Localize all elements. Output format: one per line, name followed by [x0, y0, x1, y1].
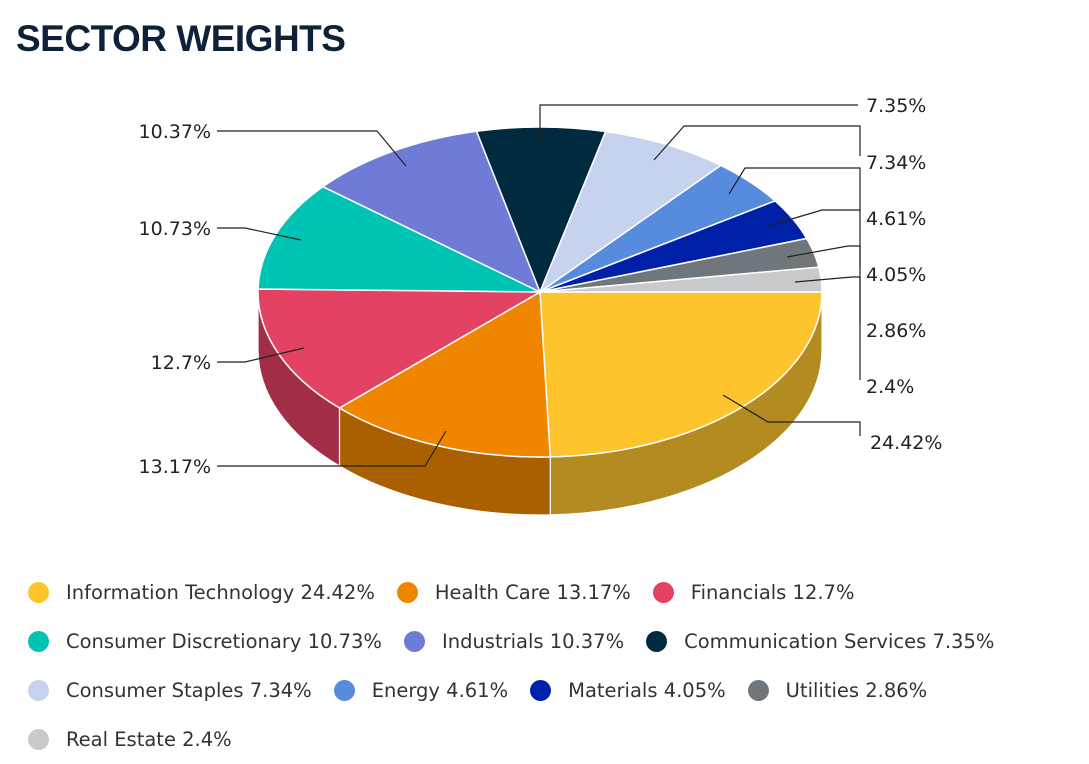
- leader-line-financials: [217, 347, 305, 363]
- leader-line-energy: [728, 167, 861, 212]
- page-title: SECTOR WEIGHTS: [16, 18, 346, 59]
- data-label-industrials: 10.37%: [139, 121, 211, 143]
- data-label-real-estate: 2.4%: [866, 376, 914, 398]
- legend-item-communication-services[interactable]: Communication Services 7.35%: [646, 630, 994, 653]
- legend-label: Communication Services 7.35%: [684, 630, 995, 653]
- leader-line-industrials: [217, 130, 407, 167]
- leader-line-communication-services: [539, 104, 858, 144]
- data-label-consumer-staples: 7.34%: [866, 152, 926, 174]
- legend-marker: [28, 729, 49, 750]
- legend-label: Utilities 2.86%: [785, 679, 928, 702]
- legend-item-health-care[interactable]: Health Care 13.17%: [396, 581, 631, 604]
- legend-row: Consumer Discretionary 10.73% Industrial…: [28, 617, 1078, 666]
- pie-slice-industrials[interactable]: [321, 130, 542, 294]
- leader-line-information-technology: [722, 394, 861, 436]
- legend-marker: [747, 680, 769, 701]
- legend-marker: [333, 680, 355, 701]
- legend-label: Information Technology 24.42%: [66, 581, 375, 604]
- data-label-information-technology: 24.42%: [870, 432, 942, 454]
- data-label-energy: 4.61%: [866, 208, 926, 230]
- leader-line-consumer-discretionary: [217, 227, 302, 241]
- data-label-health-care: 13.17%: [139, 456, 211, 478]
- legend-marker: [403, 631, 425, 652]
- legend-marker: [646, 631, 668, 652]
- data-label-financials: 12.7%: [151, 352, 211, 374]
- legend-label: Industrials 10.37%: [441, 630, 625, 653]
- pie-chart: 24.42% 13.17% 12.7% 10.73% 10.37% 7.35% 7.34% 4…: [139, 95, 943, 516]
- legend-item-real-estate[interactable]: Real Estate 2.4%: [28, 728, 232, 751]
- legend-row: Consumer Staples 7.34% Energy 4.61% Mate…: [28, 666, 1078, 715]
- leader-lines: [217, 104, 861, 467]
- legend-row: Real Estate 2.4%: [28, 715, 1078, 764]
- data-label-materials: 4.05%: [866, 264, 926, 286]
- legend-marker: [28, 631, 49, 652]
- leader-line-health-care: [217, 430, 447, 467]
- legend-marker: [28, 582, 49, 603]
- leader-line-materials: [767, 209, 861, 268]
- legend-item-financials[interactable]: Financials 12.7%: [652, 581, 855, 604]
- legend-label: Real Estate 2.4%: [66, 728, 232, 751]
- legend-marker: [530, 680, 552, 701]
- legend-label: Financials 12.7%: [690, 581, 855, 604]
- legend-row: Information Technology 24.42% Health Car…: [28, 568, 1078, 617]
- pie-slice-health-care[interactable]: [337, 290, 552, 458]
- legend-marker: [396, 582, 418, 603]
- data-label-utilities: 2.86%: [866, 320, 926, 342]
- legend-label: Consumer Discretionary 10.73%: [66, 630, 382, 653]
- data-label-communication-services: 7.35%: [866, 95, 926, 117]
- legend-label: Consumer Staples 7.34%: [66, 679, 312, 702]
- legend: Information Technology 24.42% Health Car…: [28, 568, 1078, 764]
- legend-item-information-technology[interactable]: Information Technology 24.42%: [28, 581, 375, 604]
- legend-item-materials[interactable]: Materials 4.05%: [530, 679, 726, 702]
- data-labels: 24.42% 13.17% 12.7% 10.73% 10.37% 7.35% 7.34% 4…: [139, 95, 943, 478]
- data-label-consumer-discretionary: 10.73%: [139, 218, 211, 240]
- pie-slices: [257, 126, 823, 458]
- pie-slice-financials[interactable]: [257, 288, 543, 409]
- legend-marker: [28, 680, 49, 701]
- legend-marker: [652, 582, 674, 603]
- legend-item-utilities[interactable]: Utilities 2.86%: [747, 679, 928, 702]
- legend-item-energy[interactable]: Energy 4.61%: [333, 679, 509, 702]
- pie-slice-consumer-staples[interactable]: [538, 130, 723, 295]
- pie-slice-communication-services[interactable]: [475, 126, 607, 295]
- legend-item-consumer-discretionary[interactable]: Consumer Discretionary 10.73%: [28, 630, 382, 653]
- legend-label: Materials 4.05%: [568, 679, 726, 702]
- legend-item-consumer-staples[interactable]: Consumer Staples 7.34%: [28, 679, 312, 702]
- legend-label: Health Care 13.17%: [434, 581, 631, 604]
- leader-line-real-estate: [794, 276, 861, 380]
- legend-item-industrials[interactable]: Industrials 10.37%: [403, 630, 625, 653]
- leader-line-consumer-staples: [653, 125, 861, 161]
- legend-label: Energy 4.61%: [371, 679, 509, 702]
